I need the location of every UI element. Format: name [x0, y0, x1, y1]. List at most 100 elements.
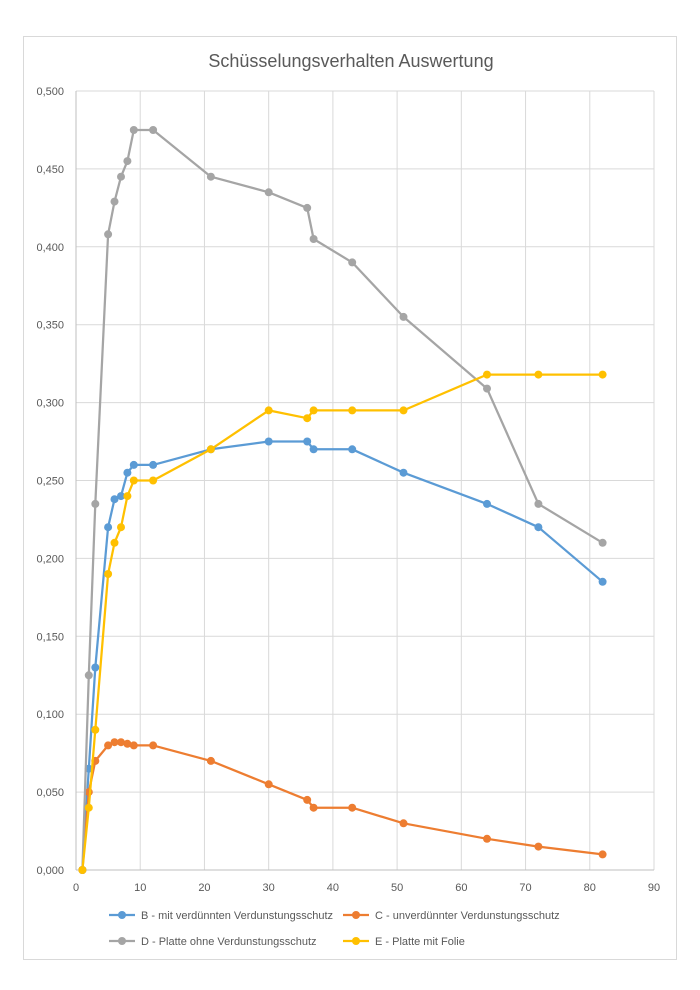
chart-title: Schüsselungsverhalten Auswertung — [208, 51, 493, 71]
series-group — [78, 126, 607, 874]
data-point — [483, 834, 491, 843]
data-point — [123, 468, 132, 477]
line-chart: Schüsselungsverhalten Auswertung 0 10 20 30… — [36, 51, 660, 948]
data-point — [117, 523, 125, 532]
data-point — [598, 370, 607, 379]
data-point — [309, 445, 318, 454]
data-point — [303, 437, 312, 446]
legend-swatch-marker — [352, 911, 360, 919]
data-point — [123, 739, 132, 748]
data-point — [149, 741, 158, 750]
data-point — [348, 406, 357, 415]
data-point — [399, 468, 408, 477]
data-point — [598, 538, 607, 547]
data-point — [598, 850, 607, 859]
data-point — [129, 126, 138, 134]
data-point — [104, 230, 113, 239]
data-point — [534, 523, 543, 532]
x-tick-label: 40 — [327, 882, 339, 894]
legend-label: D - Platte ohne Verdunstungsschutz — [141, 936, 317, 948]
y-tick-label: 0,050 — [36, 787, 64, 799]
data-point — [110, 495, 119, 504]
data-point — [91, 663, 100, 672]
data-point — [303, 203, 312, 212]
data-point — [110, 197, 119, 206]
data-point — [309, 803, 318, 812]
data-point — [534, 370, 543, 379]
grid-lines — [76, 90, 655, 870]
y-tick-label: 0,350 — [36, 320, 64, 332]
data-point — [483, 370, 491, 379]
legend-item: C - unverdünnter Verdunstungsschutz — [343, 910, 560, 922]
series-line — [81, 373, 603, 871]
data-point — [149, 460, 158, 469]
x-tick-label: 20 — [198, 882, 210, 894]
data-point — [483, 499, 491, 508]
data-point — [399, 312, 408, 321]
data-point — [534, 842, 543, 851]
data-point — [149, 476, 158, 485]
chart-frame: Schüsselungsverhalten Auswertung 0 10 20 30… — [23, 36, 677, 960]
series-layer — [78, 126, 607, 874]
data-point — [598, 577, 607, 586]
data-point — [399, 819, 408, 828]
x-tick-label: 50 — [391, 882, 403, 894]
data-point — [78, 866, 87, 874]
x-tick-label: 90 — [648, 882, 660, 894]
legend-swatch-marker — [352, 937, 360, 945]
x-tick-label: 80 — [584, 882, 596, 894]
axes: 0 10 20 30 40 50 60 70 80 90 0,000 0,050 0,100 0,150 0… — [36, 86, 660, 894]
data-point — [303, 795, 312, 804]
series-line — [81, 741, 603, 871]
legend-item: E - Platte mit Folie — [343, 936, 465, 948]
series-group — [78, 738, 607, 874]
data-point — [84, 671, 93, 680]
data-point — [104, 523, 113, 532]
data-point — [117, 172, 125, 181]
y-tick-label: 0,150 — [36, 631, 64, 643]
data-point — [534, 499, 543, 508]
data-point — [264, 437, 273, 446]
data-point — [348, 258, 357, 267]
data-point — [483, 384, 491, 393]
series-line — [81, 128, 604, 871]
x-tick-label: 0 — [73, 882, 79, 894]
y-tick-label: 0,200 — [36, 553, 64, 565]
data-point — [206, 756, 215, 765]
data-point — [264, 188, 273, 197]
data-point — [303, 414, 312, 423]
data-point — [123, 492, 132, 501]
data-point — [123, 157, 132, 166]
legend-label: E - Platte mit Folie — [375, 936, 465, 948]
series-line — [81, 440, 604, 871]
data-point — [264, 406, 273, 415]
y-tick-label: 0,300 — [36, 398, 64, 410]
data-point — [206, 445, 215, 454]
data-point — [129, 741, 138, 750]
data-point — [104, 570, 113, 578]
legend-swatch-marker — [118, 937, 126, 945]
x-tick-label: 70 — [519, 882, 531, 894]
legend-item: B - mit verdünnten Verdunstungsschutz — [109, 910, 333, 922]
legend-swatch-marker — [118, 911, 126, 919]
legend-label: C - unverdünnter Verdunstungsschutz — [375, 910, 560, 922]
data-point — [309, 406, 318, 415]
data-point — [309, 235, 318, 243]
data-point — [149, 126, 158, 134]
legend: B - mit verdünnten Verdunstungsschutz C -… — [109, 910, 560, 948]
y-tick-label: 0,100 — [36, 709, 64, 721]
data-point — [104, 741, 113, 750]
y-tick-label: 0,250 — [36, 476, 64, 488]
y-tick-label: 0,450 — [36, 164, 64, 176]
x-tick-label: 60 — [455, 882, 467, 894]
data-point — [129, 476, 138, 485]
series-group — [78, 437, 607, 874]
data-point — [84, 803, 93, 812]
y-tick-label: 0,400 — [36, 242, 64, 254]
y-tick-label: 0,500 — [36, 86, 64, 98]
data-point — [110, 538, 119, 547]
series-group — [78, 370, 607, 874]
data-point — [91, 499, 100, 508]
x-tick-label: 30 — [263, 882, 275, 894]
data-point — [206, 172, 215, 181]
